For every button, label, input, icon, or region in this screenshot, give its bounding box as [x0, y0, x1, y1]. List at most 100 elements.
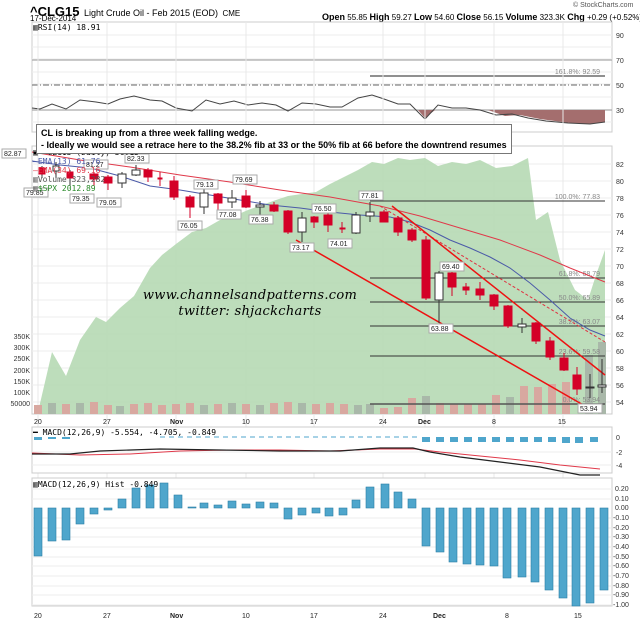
svg-text:200K: 200K: [14, 368, 31, 375]
svg-text:54: 54: [616, 400, 624, 407]
svg-text:72: 72: [616, 247, 624, 254]
svg-text:79.13: 79.13: [196, 182, 214, 189]
svg-text:69.40: 69.40: [442, 264, 460, 271]
svg-text:300K: 300K: [14, 345, 31, 352]
svg-text:73.17: 73.17: [292, 245, 310, 252]
svg-text:64: 64: [616, 315, 624, 322]
svg-text:76.50: 76.50: [314, 206, 332, 213]
svg-text:-0.60: -0.60: [613, 563, 629, 570]
svg-text:79.05: 79.05: [99, 200, 117, 207]
bars-icon: ▥: [33, 480, 38, 489]
volume-legend: ▥Volume 323,282: [33, 175, 106, 184]
svg-text:150K: 150K: [14, 379, 31, 386]
svg-text:70: 70: [616, 264, 624, 271]
svg-text:0.0%: 53.94: 0.0%: 53.94: [563, 397, 600, 404]
svg-text:90: 90: [616, 33, 624, 40]
svg-text:78: 78: [616, 196, 624, 203]
svg-text:-0.50: -0.50: [613, 554, 629, 561]
rsi-legend: ▥RSI(14) 18.91: [33, 23, 101, 32]
svg-text:82.33: 82.33: [127, 156, 145, 163]
svg-text:77.08: 77.08: [219, 212, 237, 219]
svg-text:0.10: 0.10: [615, 496, 629, 503]
spx-legend: ▥$SPX 2012.89: [33, 184, 96, 193]
svg-text:-0.20: -0.20: [613, 525, 629, 532]
ohlc-bar: Open 55.85 High 59.27 Low 54.60 Close 56…: [322, 12, 640, 22]
exchange: CME: [222, 9, 241, 18]
hist-legend: ▥MACD(12,26,9) Hist -0.849: [33, 480, 159, 489]
svg-text:56: 56: [616, 383, 624, 390]
price-panel: 100.0%: 77.83 61.8%: 68.79 50.0%: 65.89 …: [1, 22, 624, 600]
svg-text:10: 10: [242, 613, 250, 620]
svg-text:-0.10: -0.10: [613, 515, 629, 522]
svg-text:Dec: Dec: [418, 419, 431, 426]
svg-text:350K: 350K: [14, 334, 31, 341]
svg-text:79.85: 79.85: [26, 190, 44, 197]
svg-text:63.88: 63.88: [431, 326, 449, 333]
svg-text:Nov: Nov: [170, 419, 183, 426]
svg-text:66: 66: [616, 298, 624, 305]
svg-text:-0.90: -0.90: [613, 592, 629, 599]
svg-text:30: 30: [616, 108, 624, 115]
svg-text:80: 80: [616, 179, 624, 186]
svg-text:-1.00: -1.00: [613, 602, 629, 609]
svg-text:62: 62: [616, 332, 624, 339]
svg-text:24: 24: [379, 613, 387, 620]
chart-date: 17-Dec-2014: [30, 14, 77, 23]
macd-panel: 0 -2 -4: [31, 426, 622, 476]
svg-text:74: 74: [616, 230, 624, 237]
svg-text:8: 8: [505, 613, 509, 620]
svg-text:27: 27: [103, 613, 111, 620]
svg-text:60: 60: [616, 349, 624, 356]
svg-text:15: 15: [558, 419, 566, 426]
svg-text:24: 24: [379, 419, 387, 426]
svg-text:82.87: 82.87: [4, 151, 22, 158]
candles: [38, 162, 607, 398]
annotation-box: CL is breaking up from a three week fall…: [36, 124, 512, 154]
svg-text:-4: -4: [616, 463, 622, 470]
svg-text:17: 17: [310, 419, 318, 426]
svg-text:76: 76: [616, 213, 624, 220]
histogram-bars: [33, 482, 609, 607]
svg-text:27: 27: [103, 419, 111, 426]
svg-text:250K: 250K: [14, 356, 31, 363]
svg-text:15: 15: [574, 613, 582, 620]
svg-text:10: 10: [242, 419, 250, 426]
svg-text:38.2%: 63.07: 38.2%: 63.07: [559, 319, 600, 326]
copyright: © StockCharts.com: [573, 2, 634, 9]
svg-text:8: 8: [492, 419, 496, 426]
svg-text:161.8%: 92.59: 161.8%: 92.59: [555, 69, 600, 76]
rsi-panel: 161.8%: 92.59 90 70 50 30: [31, 21, 624, 133]
watermark: www.channelsandpatterns.com twitter: shj…: [142, 288, 358, 319]
chart-icon: ▥: [33, 23, 38, 32]
x-axis-bottom: 20 27 Nov 10 17 24 Dec 8 15: [34, 613, 582, 620]
bars-icon: ▥: [33, 184, 38, 193]
svg-text:61.8%: 68.79: 61.8%: 68.79: [559, 271, 600, 278]
svg-text:50: 50: [616, 83, 624, 90]
svg-text:0.00: 0.00: [615, 505, 629, 512]
svg-text:79.35: 79.35: [72, 196, 90, 203]
svg-text:Dec: Dec: [433, 613, 446, 620]
svg-text:23.6%: 59.58: 23.6%: 59.58: [559, 349, 600, 356]
chart-header: ^CLG15 Light Crude Oil - Feb 2015 (EOD) …: [30, 3, 240, 21]
svg-text:-0.70: -0.70: [613, 573, 629, 580]
svg-text:82: 82: [616, 162, 624, 169]
svg-text:53.94: 53.94: [580, 406, 598, 413]
svg-text:77.81: 77.81: [361, 193, 379, 200]
candle-icon: ▣: [33, 148, 38, 157]
symbol: ^CLG15: [30, 4, 80, 19]
ema13-legend: —EMA(13) 61.76: [33, 157, 101, 166]
svg-text:50000: 50000: [11, 401, 31, 408]
svg-text:Nov: Nov: [170, 613, 183, 620]
x-axis-top: 20 27 Nov 10 17 24 Dec 8 15: [34, 419, 566, 426]
svg-text:20: 20: [34, 613, 42, 620]
svg-text:76.38: 76.38: [251, 217, 269, 224]
svg-text:0.20: 0.20: [615, 486, 629, 493]
svg-text:-2: -2: [616, 450, 622, 457]
ema34-legend: —EMA(34) 69.16: [33, 166, 101, 175]
svg-text:0: 0: [616, 435, 620, 442]
svg-text:58: 58: [616, 366, 624, 373]
svg-text:70: 70: [616, 58, 624, 65]
svg-text:20: 20: [34, 419, 42, 426]
svg-text:79.69: 79.69: [235, 177, 253, 184]
